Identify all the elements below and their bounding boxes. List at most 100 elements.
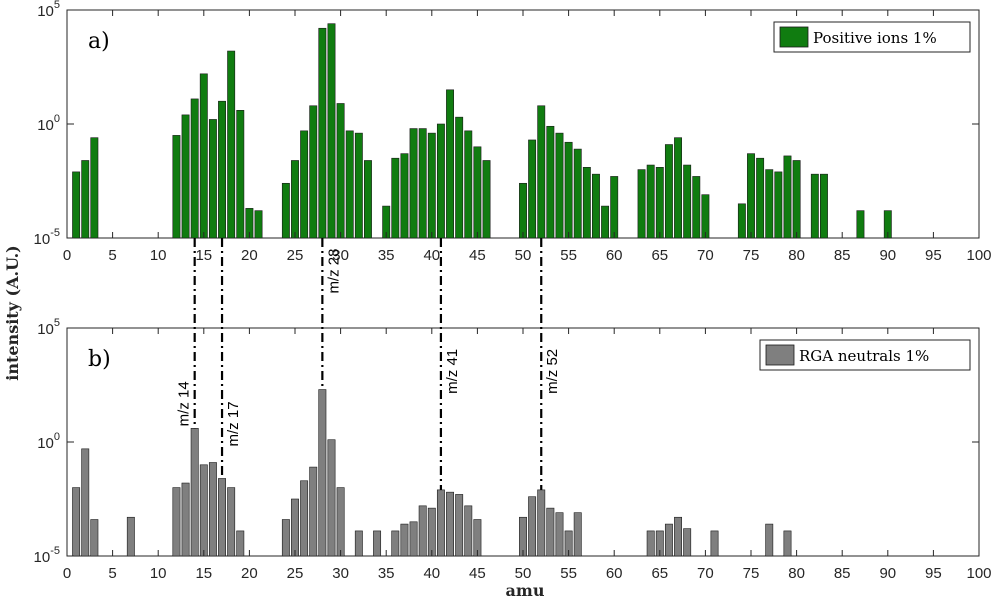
x-tick-label: 45 xyxy=(469,247,486,264)
bar xyxy=(345,130,354,239)
annotation-label: m/z 17 xyxy=(225,401,242,446)
bar xyxy=(418,505,427,557)
bar xyxy=(126,516,135,557)
bar xyxy=(446,89,454,239)
bar xyxy=(528,496,537,557)
bar xyxy=(427,132,436,239)
x-tick-label: 80 xyxy=(788,247,805,264)
x-tick-label: 55 xyxy=(560,565,577,582)
bar xyxy=(227,50,236,239)
bar xyxy=(464,505,473,557)
bar xyxy=(391,530,400,557)
bar xyxy=(172,135,181,239)
x-tick-label: 80 xyxy=(788,565,805,582)
bar xyxy=(455,116,464,239)
bar xyxy=(409,521,418,557)
y-axis-label: intensity (A.U.) xyxy=(3,245,22,380)
bar xyxy=(208,462,217,557)
bar xyxy=(482,160,491,239)
bar xyxy=(172,487,181,557)
x-tick-label: 65 xyxy=(651,565,668,582)
bar xyxy=(291,498,299,557)
bar xyxy=(674,137,682,239)
x-tick-label: 90 xyxy=(879,247,896,264)
bar xyxy=(537,489,546,557)
bar xyxy=(473,146,482,239)
panel-label: b) xyxy=(88,347,111,372)
bar xyxy=(281,182,290,239)
bar xyxy=(218,100,226,239)
x-tick-label: 55 xyxy=(560,247,577,264)
legend-swatch xyxy=(779,26,809,48)
bar xyxy=(309,105,318,239)
y-tick-label: 10-5 xyxy=(34,545,60,566)
bar xyxy=(190,428,199,557)
bar xyxy=(190,98,199,239)
x-tick-label: 45 xyxy=(469,565,486,582)
x-tick-label: 60 xyxy=(606,247,623,264)
bar xyxy=(683,164,692,239)
legend-label: Positive ions 1% xyxy=(813,29,937,47)
bar xyxy=(820,173,828,239)
bar xyxy=(291,160,299,239)
panel-b-rga-neutrals: 0 5 10 15 20 25 30 35 40 45 50 55 60 65 70 75 80 85 90 95 10… xyxy=(34,317,992,582)
bar xyxy=(318,27,327,239)
bar xyxy=(254,210,263,239)
bar xyxy=(354,530,363,557)
bar xyxy=(856,210,865,239)
bar xyxy=(81,448,90,557)
bar xyxy=(765,523,774,557)
bar xyxy=(737,203,746,239)
annotation-label: m/z 14 xyxy=(176,381,193,426)
x-axis-label: amu xyxy=(506,581,545,600)
bar xyxy=(427,507,436,557)
bar xyxy=(646,530,655,557)
bar xyxy=(783,155,792,239)
bar xyxy=(227,487,236,557)
x-tick-label: 30 xyxy=(332,247,349,264)
bar xyxy=(637,169,646,239)
bar xyxy=(199,464,208,557)
legend-box xyxy=(759,339,971,371)
x-tick-label: 100 xyxy=(966,565,991,582)
bar xyxy=(327,23,336,239)
x-tick-label: 35 xyxy=(378,247,395,264)
bar xyxy=(90,519,99,557)
bar xyxy=(573,512,582,557)
x-tick-label: 75 xyxy=(743,565,760,582)
x-tick-label: 60 xyxy=(606,565,623,582)
bar xyxy=(354,132,363,239)
bar xyxy=(208,119,217,239)
bar xyxy=(72,487,81,557)
bar xyxy=(300,480,309,557)
bar xyxy=(555,132,564,239)
bar xyxy=(400,153,409,239)
annotation-lines: m/z 14 m/z 17 m/z 28 m/z 41 m/z 52 xyxy=(176,238,561,490)
x-tick-label: 20 xyxy=(241,565,258,582)
x-tick-label: 95 xyxy=(925,565,942,582)
bar xyxy=(446,491,454,557)
annotation-label: m/z 52 xyxy=(544,349,561,394)
bar xyxy=(281,519,290,557)
bar xyxy=(336,103,345,239)
panel-a-positive-ions: 0 5 10 15 20 25 30 35 40 45 50 55 60 65 70 75 80 85 90 95 10… xyxy=(34,0,992,264)
bar xyxy=(610,176,619,239)
bar xyxy=(792,160,801,239)
legend-swatch xyxy=(765,344,795,366)
bar xyxy=(646,164,655,239)
x-tick-label: 10 xyxy=(150,565,167,582)
bar xyxy=(418,128,427,239)
bar xyxy=(436,489,445,557)
bar xyxy=(528,139,537,239)
bar xyxy=(683,528,692,557)
x-tick-label: 25 xyxy=(287,565,304,582)
annotation-label: m/z 41 xyxy=(444,349,461,394)
bar xyxy=(537,105,546,239)
x-tick-label: 50 xyxy=(515,565,532,582)
bar xyxy=(765,169,774,239)
x-tick-label: 0 xyxy=(63,565,71,582)
bar xyxy=(756,157,765,239)
x-tick-label: 50 xyxy=(515,247,532,264)
bar xyxy=(409,128,418,239)
